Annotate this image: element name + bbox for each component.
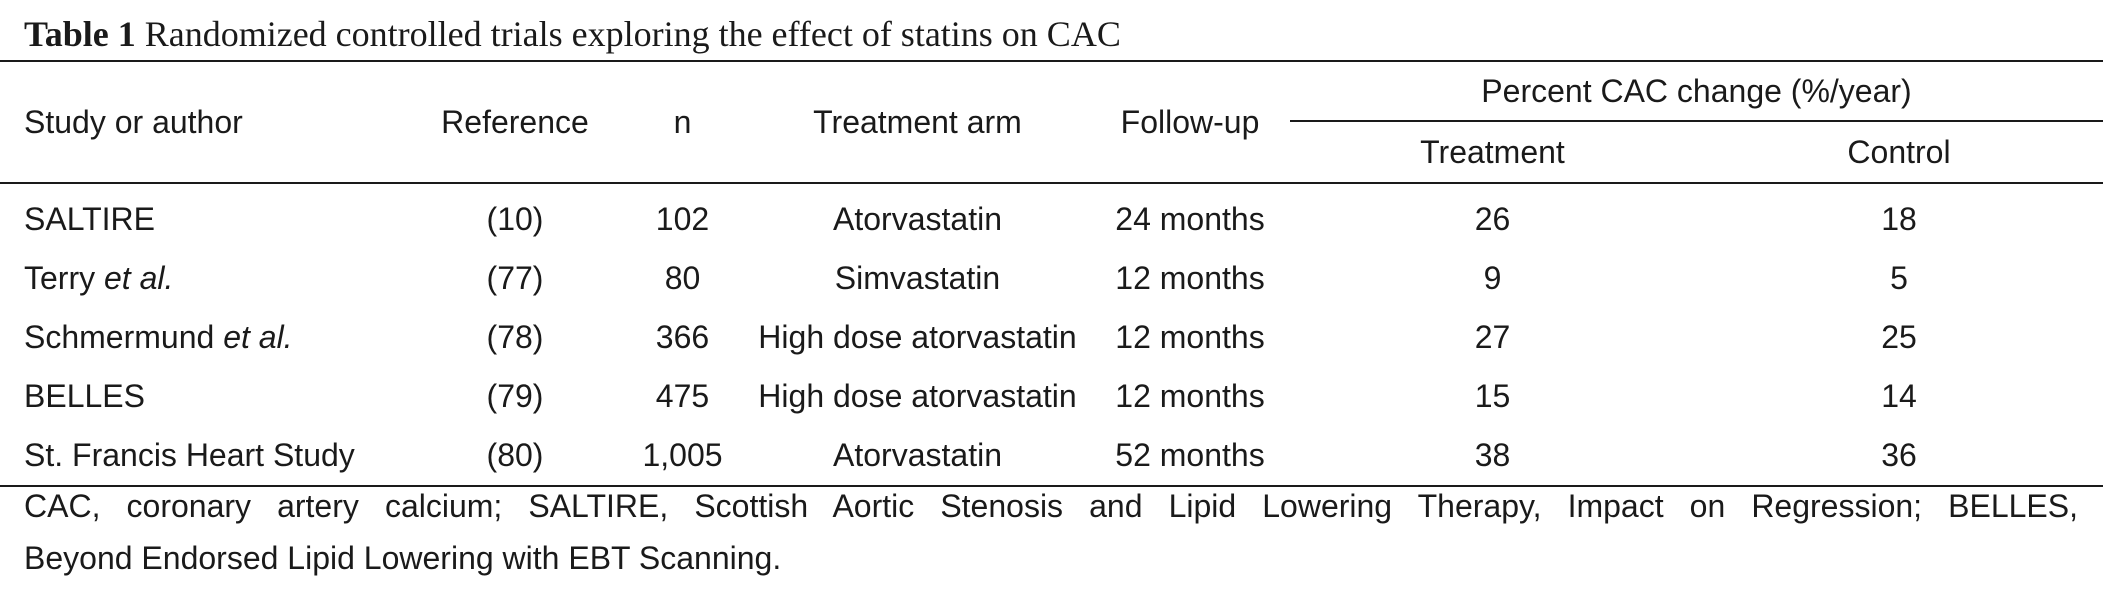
cell-treatment: 26: [1474, 201, 1511, 237]
footnote-line-2: Beyond Endorsed Lipid Lowering with EBT …: [24, 540, 782, 576]
cell-study: Terry et al.: [24, 260, 174, 296]
cell-treatment: 27: [1474, 319, 1511, 355]
cell-control: 5: [1890, 260, 1908, 296]
header-row: Study or author Reference n Treatment ar…: [0, 60, 2103, 184]
header-reference: Reference: [410, 60, 620, 184]
footnote-line-1: CAC, coronary artery calcium; SALTIRE, S…: [24, 488, 2078, 524]
cell-n: 366: [655, 319, 710, 355]
cell-treatment-arm: Atorvastatin: [833, 201, 1002, 237]
cell-study: St. Francis Heart Study: [0, 426, 410, 487]
cell-n: 102: [655, 201, 710, 237]
cell-treatment: 9: [1483, 260, 1502, 296]
table-row: Terry et al. (77) 80 Simvastatin 12 mont…: [0, 249, 2103, 308]
cell-follow-up: 52 months: [1090, 426, 1290, 487]
cell-treatment-arm: High dose atorvastatin: [758, 378, 1077, 414]
header-treatment: Treatment: [1290, 121, 1695, 184]
table-row: SALTIRE (10) 102 Atorvastatin 24 months …: [0, 183, 2103, 249]
cell-treatment-arm: High dose atorvastatin: [758, 319, 1077, 355]
cell-follow-up: 12 months: [1115, 319, 1265, 355]
cell-follow-up: 12 months: [1115, 260, 1265, 296]
cell-study: Schmermund et al.: [24, 319, 293, 355]
table-row: St. Francis Heart Study (80) 1,005 Atorv…: [0, 426, 2103, 487]
cell-control: 14: [1881, 378, 1917, 414]
cell-treatment: 15: [1474, 378, 1511, 414]
subheader-row: Treatment Control: [0, 121, 2103, 184]
cell-reference: (80): [410, 426, 620, 487]
cell-follow-up: 24 months: [1115, 201, 1265, 237]
cell-n: 475: [655, 378, 710, 414]
statin-trials-table: Study or author Reference n Treatment ar…: [0, 60, 2103, 487]
header-n: n: [620, 60, 745, 184]
cell-study: SALTIRE: [24, 201, 155, 237]
cell-reference: (77): [486, 260, 544, 296]
cell-n: 80: [664, 260, 701, 296]
header-percent-cac-change: Percent CAC change (%/year): [1290, 60, 2103, 122]
cell-control: 25: [1881, 319, 1917, 355]
cell-treatment: 38: [1290, 426, 1695, 487]
cell-follow-up: 12 months: [1115, 378, 1265, 414]
cell-reference: (79): [486, 378, 544, 414]
cell-reference: (78): [486, 319, 544, 355]
cell-control: 18: [1881, 201, 1917, 237]
cell-n: 1,005: [620, 426, 745, 487]
cell-treatment-arm: Atorvastatin: [745, 426, 1090, 487]
header-study: Study or author: [0, 60, 410, 184]
table-row: BELLES (79) 475 High dose atorvastatin 1…: [0, 367, 2103, 426]
cell-control: 36: [1695, 426, 2103, 487]
cell-reference: (10): [486, 201, 544, 237]
header-control: Control: [1695, 121, 2103, 184]
table-row: Schmermund et al. (78) 366 High dose ato…: [0, 308, 2103, 367]
table-footnote: CAC, coronary artery calcium; SALTIRE, S…: [24, 480, 2078, 584]
table-number: Table 1: [24, 14, 136, 54]
table-caption: Table 1 Randomized controlled trials exp…: [24, 10, 1121, 58]
table-title: Randomized controlled trials exploring t…: [144, 14, 1121, 54]
header-treatment-arm: Treatment arm: [745, 60, 1090, 184]
cell-treatment-arm: Simvastatin: [834, 260, 1001, 296]
cell-study: BELLES: [24, 378, 145, 414]
header-follow-up: Follow-up: [1090, 60, 1290, 184]
